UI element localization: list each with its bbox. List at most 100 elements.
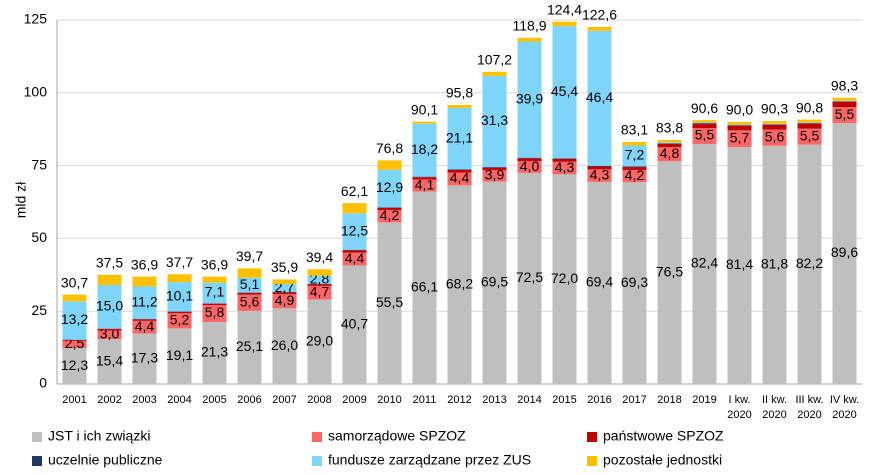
total-label: 62,1 [341, 183, 368, 199]
bar-segment [622, 145, 647, 167]
data-label: 5,8 [205, 304, 225, 320]
bar-segment [447, 185, 472, 384]
data-label: 68,2 [446, 275, 473, 291]
bar-segment [307, 285, 332, 300]
legend-label: państwowe SPZOZ [603, 428, 724, 444]
data-label: 82,4 [691, 255, 718, 271]
bar-segment [692, 123, 717, 124]
data-label: 4,1 [415, 176, 435, 192]
bar-segment [237, 268, 262, 278]
data-label: 12,9 [376, 179, 403, 195]
y-axis-label: mld zł [13, 181, 29, 218]
bar-segment [552, 21, 577, 27]
legend-label: fundusze zarządzane przez ZUS [328, 452, 531, 468]
data-label: 29,0 [306, 332, 333, 348]
bar-segment [482, 75, 507, 168]
data-label: 4,0 [520, 158, 540, 174]
bar-segment [132, 320, 157, 334]
bar-segment [447, 172, 472, 186]
data-label: 45,4 [551, 83, 578, 99]
x-tick-label: 2005 [202, 394, 226, 406]
bar-segment [272, 294, 297, 309]
x-tick-label: 2008 [307, 394, 331, 406]
data-label: 46,4 [586, 89, 613, 105]
bar-segment [482, 71, 507, 76]
bar-segment [97, 274, 122, 285]
bar-segment [342, 250, 367, 253]
data-label: 40,7 [341, 315, 368, 331]
x-tick-label: 2004 [167, 394, 191, 406]
bar-segment [377, 210, 402, 223]
x-tick-label: 2001 [62, 394, 86, 406]
data-label: 13,2 [61, 311, 88, 327]
total-label: 83,8 [656, 120, 683, 136]
bar-segment [587, 169, 612, 182]
bar-segment [447, 107, 472, 170]
x-tick-label: 2013 [482, 394, 506, 406]
x-tick-label: 2012 [447, 394, 471, 406]
legend-swatch [312, 456, 322, 466]
bar-segment [377, 222, 402, 384]
bar-segment [62, 301, 87, 340]
total-label: 122,6 [582, 7, 617, 23]
data-label: 69,5 [481, 274, 508, 290]
bar-segment [97, 339, 122, 384]
data-label: 4,4 [450, 170, 470, 186]
bar-segment [62, 340, 87, 341]
data-label: 7,1 [205, 284, 225, 300]
bar-segment [832, 107, 857, 124]
bar-segment [517, 157, 542, 159]
legend-label: samorządowe SPZOZ [328, 428, 466, 444]
x-tick-label: 2007 [272, 394, 296, 406]
bar-segment [727, 130, 752, 147]
legend-swatch [587, 456, 597, 466]
bar-segment [307, 269, 332, 276]
y-tick-label: 50 [31, 229, 47, 245]
bar-segment [342, 213, 367, 250]
bar-segment [552, 26, 577, 159]
data-label: 69,3 [621, 274, 648, 290]
total-label: 36,9 [201, 256, 228, 272]
data-label: 21,3 [201, 344, 228, 360]
total-label: 90,1 [411, 101, 438, 117]
bar-segment [377, 160, 402, 170]
bar-segment [307, 299, 332, 384]
bar-segment [482, 170, 507, 182]
total-label: 98,3 [831, 77, 858, 93]
total-label: 35,9 [271, 259, 298, 275]
bar-segment [657, 142, 682, 144]
data-label: 81,4 [726, 256, 753, 272]
data-label: 4,8 [660, 145, 680, 161]
total-label: 37,5 [96, 255, 123, 271]
bar-segment [622, 182, 647, 384]
bar-segment [202, 276, 227, 283]
x-tick-label: 2014 [517, 394, 541, 406]
x-tick-label: IV kw. 2020 [830, 394, 859, 421]
x-tick-label: III kw. 2020 [795, 394, 823, 421]
x-tick-label: 2009 [342, 394, 366, 406]
total-label: 90,6 [691, 100, 718, 116]
bar-segment [202, 305, 227, 322]
bar-segment [727, 124, 752, 126]
bar-segment [692, 128, 717, 145]
bar-segment [237, 310, 262, 384]
total-label: 90,0 [726, 102, 753, 118]
legend-swatch [312, 432, 322, 442]
bar-segment [62, 294, 87, 302]
data-label: 5,5 [835, 106, 855, 122]
bar-segment [307, 284, 332, 286]
data-label: 26,0 [271, 337, 298, 353]
bar-segment [832, 100, 857, 102]
bar-segment [517, 41, 542, 158]
data-label: 5,2 [170, 312, 190, 328]
data-label: 10,1 [166, 287, 193, 303]
bar-segment [587, 181, 612, 384]
data-label: 4,4 [345, 250, 365, 266]
bar-segment [412, 191, 437, 384]
bar-segment [762, 124, 787, 130]
total-label: 39,7 [236, 248, 263, 264]
bar-segment [412, 121, 437, 124]
bar-segment [447, 105, 472, 108]
bar-segment [727, 121, 752, 125]
bar-segment [412, 177, 437, 180]
